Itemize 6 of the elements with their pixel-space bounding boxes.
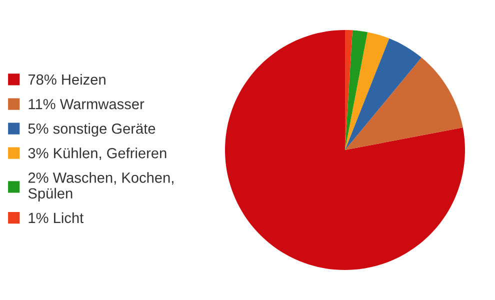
legend-label: 2% Waschen, Kochen, Spülen	[28, 172, 174, 202]
legend-label: 3% Kühlen, Gefrieren	[28, 148, 166, 160]
legend-label: 78% Heizen	[28, 74, 106, 85]
legend-label: 1% Licht	[28, 212, 84, 224]
legend-label: 11% Warmwasser	[28, 99, 144, 110]
legend-label: 5% sonstige Geräte	[28, 123, 156, 137]
